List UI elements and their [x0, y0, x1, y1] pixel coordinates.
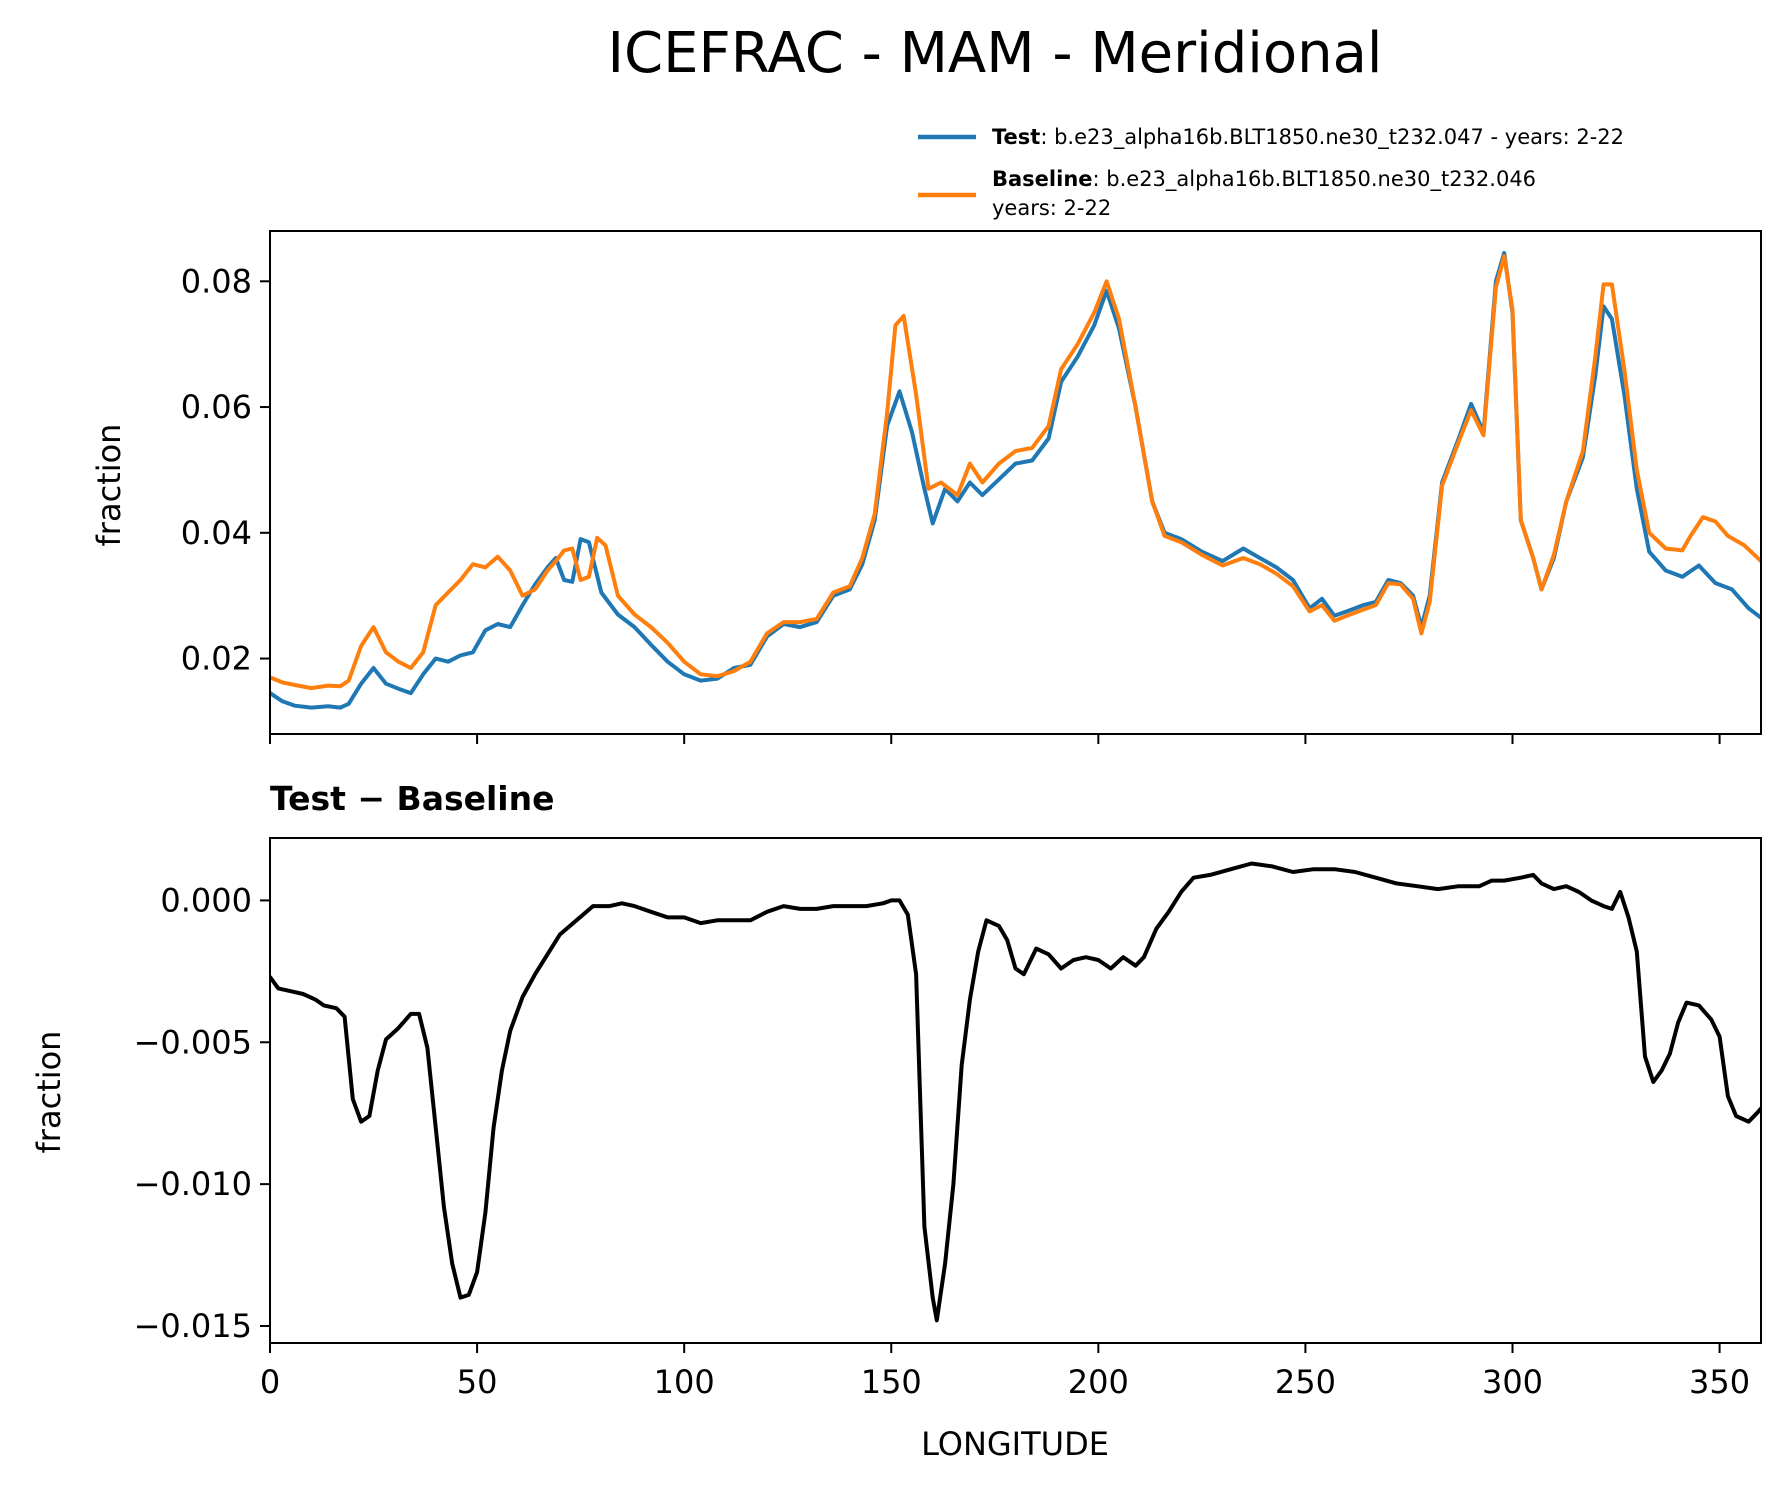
legend-desc-test: : b.e23_alpha16b.BLT1850.ne30_t232.047 -… [1040, 125, 1624, 150]
legend-label-baseline-line2: years: 2-22 [992, 196, 1111, 220]
legend: Test: b.e23_alpha16b.BLT1850.ne30_t232.0… [918, 125, 1624, 220]
legend-desc-baseline: : b.e23_alpha16b.BLT1850.ne30_t232.046 [1093, 167, 1537, 192]
top-y-tick-label: 0.08 [181, 262, 252, 300]
top-series-group [270, 251, 1761, 710]
x-tick-label: 350 [1689, 1363, 1750, 1401]
top-y-axis: 0.02 0.04 0.06 0.08 [181, 262, 270, 678]
legend-name-test: Test [992, 125, 1040, 149]
x-axis-label: LONGITUDE [921, 1425, 1109, 1463]
bottom-panel: Test − Baseline 0.000−0.005−0.010−0.015 … [30, 779, 1762, 1463]
bottom-y-tick-label: −0.005 [134, 1023, 252, 1061]
chart-title: ICEFRAC - MAM - Meridional [608, 21, 1383, 86]
x-tick-label: 100 [654, 1363, 715, 1401]
bottom-y-tick-label: −0.015 [134, 1307, 252, 1345]
bottom-y-tick-label: −0.010 [134, 1165, 252, 1203]
x-tick-label: 150 [861, 1363, 922, 1401]
x-tick-label: 0 [260, 1363, 280, 1401]
bottom-y-axis-label: fraction [30, 1031, 68, 1154]
bottom-x-axis: 0 50 100 150 200 250 300 350 [260, 1343, 1750, 1401]
legend-name-baseline: Baseline [992, 167, 1093, 191]
top-series-line-baseline [270, 254, 1761, 691]
bottom-series-group [270, 861, 1761, 1323]
top-x-axis [269, 734, 1721, 744]
bottom-y-tick-label: 0.000 [160, 881, 252, 919]
x-tick-label: 250 [1275, 1363, 1336, 1401]
bottom-series-line-test-baseline [270, 861, 1761, 1323]
top-y-tick-label: 0.04 [181, 514, 252, 552]
bottom-panel-frame [269, 837, 1762, 1344]
legend-label-test: Test: b.e23_alpha16b.BLT1850.ne30_t232.0… [992, 125, 1624, 150]
top-y-tick-label: 0.06 [181, 388, 252, 426]
top-series-line-test [270, 251, 1761, 710]
top-y-tick-label: 0.02 [181, 640, 252, 678]
x-tick-label: 50 [457, 1363, 498, 1401]
top-y-axis-label: fraction [90, 424, 128, 547]
top-panel-frame [269, 230, 1762, 735]
x-tick-label: 300 [1482, 1363, 1543, 1401]
x-tick-label: 200 [1068, 1363, 1129, 1401]
bottom-y-axis: 0.000 −0.005 −0.010 −0.015 [134, 881, 270, 1345]
legend-label-baseline: Baseline: b.e23_alpha16b.BLT1850.ne30_t2… [992, 167, 1536, 192]
bottom-panel-subtitle: Test − Baseline [270, 779, 555, 818]
top-panel: 0.02 0.04 0.06 0.08 fraction [90, 230, 1762, 744]
